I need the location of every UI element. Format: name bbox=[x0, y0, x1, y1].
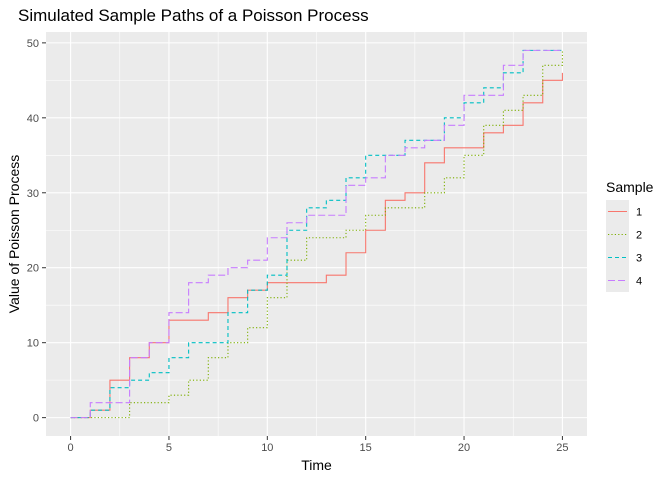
legend-key-bg bbox=[606, 269, 629, 292]
x-tick-label: 20 bbox=[458, 442, 470, 454]
chart-title: Simulated Sample Paths of a Poisson Proc… bbox=[18, 6, 369, 25]
series-1-line bbox=[70, 72, 563, 419]
legend-label-4: 4 bbox=[636, 276, 642, 288]
series-4-line bbox=[70, 49, 563, 419]
legend-label-1: 1 bbox=[636, 207, 642, 219]
y-tick-label: 0 bbox=[33, 413, 39, 425]
legend-label-2: 2 bbox=[636, 230, 642, 242]
series-paths bbox=[70, 49, 563, 419]
x-tick-label: 10 bbox=[261, 442, 273, 454]
y-tick-label: 40 bbox=[27, 113, 39, 125]
y-tick-label: 20 bbox=[27, 263, 39, 275]
x-tick-label: 25 bbox=[556, 442, 568, 454]
legend-title: Sample bbox=[606, 179, 654, 195]
x-tick-label: 5 bbox=[166, 442, 172, 454]
axis-ticks: 0 5 10 15 20 25 0 10 20 30 40 50 bbox=[27, 38, 569, 454]
x-tick-label: 15 bbox=[360, 442, 372, 454]
y-axis-title: Value of Poisson Process bbox=[6, 155, 22, 314]
y-tick-label: 30 bbox=[27, 188, 39, 200]
y-tick-label: 50 bbox=[27, 38, 39, 50]
legend: Sample 1 2 3 4 bbox=[606, 179, 654, 292]
grid-lines bbox=[46, 32, 587, 436]
legend-key-bg bbox=[606, 223, 629, 246]
x-tick-label: 0 bbox=[68, 442, 74, 454]
legend-label-3: 3 bbox=[636, 253, 642, 265]
x-axis-title: Time bbox=[301, 457, 332, 473]
series-2-line bbox=[70, 50, 563, 419]
y-tick-label: 10 bbox=[27, 338, 39, 350]
